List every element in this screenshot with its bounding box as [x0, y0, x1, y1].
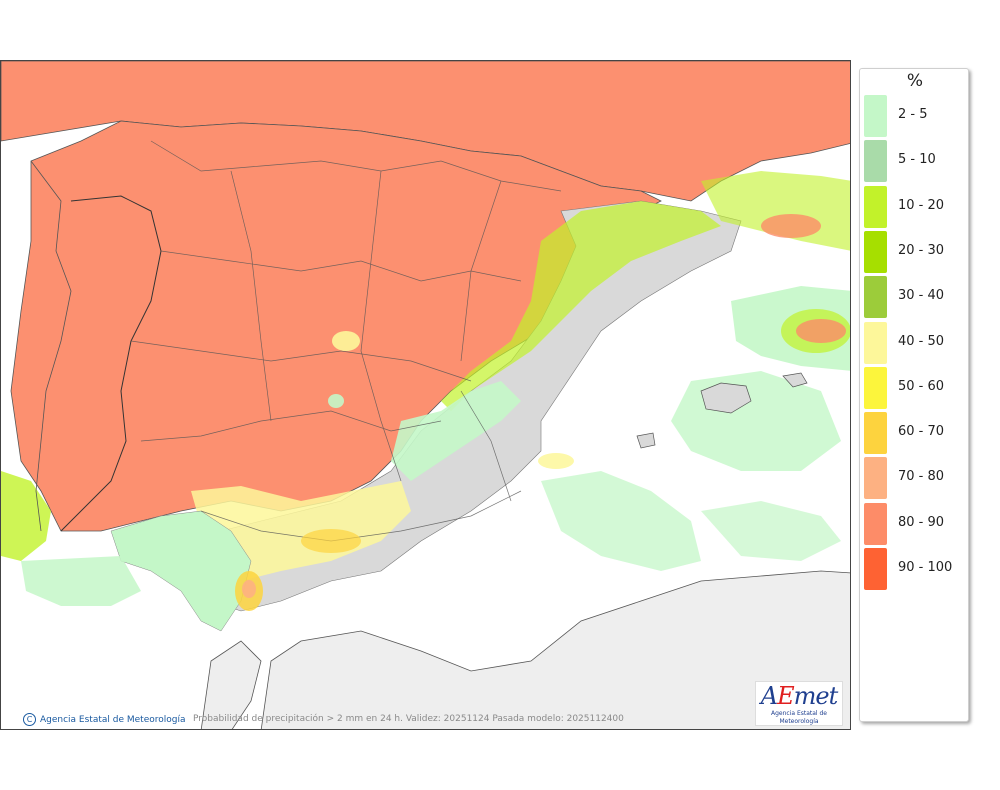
mallorca-island [700, 382, 752, 414]
legend-swatch [864, 230, 887, 273]
copyright-notice: C Agencia Estatal de Meteorología [23, 713, 186, 726]
map-canvas [1, 61, 850, 729]
legend-label: 30 - 40 [898, 288, 945, 304]
legend-swatch [864, 185, 887, 228]
granada-hotspot [301, 529, 361, 553]
south-sea-patch [701, 501, 841, 561]
legend-label: 20 - 30 [898, 242, 945, 258]
east-sea-core [796, 319, 846, 343]
valencia-hotspot [538, 453, 574, 469]
legend-swatch [864, 548, 887, 590]
legend-swatch [864, 95, 887, 137]
andalusia-west [110, 510, 252, 632]
legend-swatch [864, 321, 887, 364]
legend-item: 80 - 90 [864, 502, 968, 545]
legend-label: 10 - 20 [898, 197, 945, 213]
legend-label: 5 - 10 [898, 152, 936, 168]
atlantic-patch [1, 471, 51, 561]
legend-item: 5 - 10 [864, 140, 968, 183]
legend-item: 2 - 5 [864, 95, 968, 137]
probability-legend: % 2 - 5 5 - 10 10 - 20 20 - 30 30 - 40 40 - 5… [859, 68, 969, 722]
logo-subtitle: Agencia Estatal de Meteorología [770, 710, 827, 725]
legend-swatch [864, 276, 887, 319]
north-africa [260, 570, 850, 729]
ibiza-island [636, 432, 656, 449]
region-borders [130, 140, 562, 542]
legend-swatch [864, 140, 887, 183]
legend-label: 80 - 90 [898, 514, 945, 530]
legend-label: 70 - 80 [898, 469, 945, 485]
copyright-text: Agencia Estatal de Meteorología [40, 714, 186, 725]
cadiz-sea-patch [21, 556, 141, 606]
precipitation-map[interactable]: C Agencia Estatal de Meteorología Probab… [0, 60, 851, 730]
alboran-east-patch [541, 471, 701, 571]
legend-swatch [864, 457, 887, 500]
menorca-island [782, 372, 808, 388]
malaga-core [242, 580, 256, 598]
legend-label: 40 - 50 [898, 333, 945, 349]
green-fringe-east [391, 381, 521, 481]
legend-label: 2 - 5 [898, 107, 928, 122]
madrid-yellow-spot [332, 331, 360, 351]
legend-item: 20 - 30 [864, 230, 968, 273]
legend-item: 70 - 80 [864, 457, 968, 500]
gulf-of-lion-core [761, 214, 821, 238]
morocco-tip [200, 640, 262, 729]
legend-unit: % [906, 71, 924, 91]
legend-item: 40 - 50 [864, 321, 968, 364]
copyright-icon: C [23, 713, 36, 726]
spain-portugal-border [60, 195, 162, 532]
legend-swatch [864, 502, 887, 545]
legend-label: 90 - 100 [898, 560, 953, 575]
green-fringe-northeast [441, 201, 721, 411]
legend-label: 60 - 70 [898, 424, 945, 440]
legend-item: 60 - 70 [864, 412, 968, 455]
aemet-logo[interactable]: AEmet Agencia Estatal de Meteorología [755, 681, 843, 726]
legend-item: 90 - 100 [864, 548, 968, 590]
legend-swatch [864, 412, 887, 455]
legend-item: 50 - 60 [864, 366, 968, 409]
legend-item: 30 - 40 [864, 276, 968, 319]
portugal-border [30, 160, 72, 532]
central-green-spot [328, 394, 344, 408]
logo-wordmark: AEmet [760, 682, 838, 710]
map-caption: Probabilidad de precipitación > 2 mm en … [193, 714, 624, 724]
legend-swatch [864, 366, 887, 409]
legend-item: 10 - 20 [864, 185, 968, 228]
legend-label: 50 - 60 [898, 378, 945, 394]
